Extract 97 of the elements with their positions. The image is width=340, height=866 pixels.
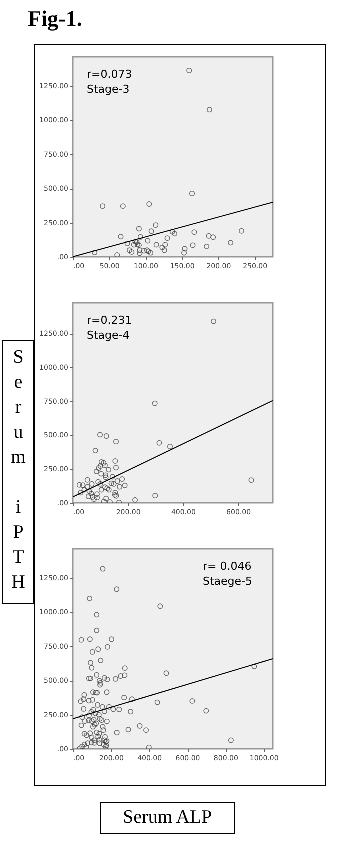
point (192, 230, 198, 236)
point (182, 250, 188, 256)
point (131, 242, 137, 248)
point (106, 467, 112, 473)
point (138, 234, 144, 240)
point (104, 434, 110, 440)
point (132, 497, 138, 503)
point (162, 248, 168, 254)
point (86, 494, 92, 500)
point (86, 488, 92, 494)
point (80, 482, 86, 488)
annotation: r=0.231 (87, 314, 132, 327)
point (211, 318, 217, 324)
point (91, 496, 97, 502)
annotation: Staege-5 (203, 575, 253, 588)
point (160, 244, 166, 250)
point (102, 484, 108, 490)
annotation: r=0.073 (87, 68, 132, 81)
point (88, 491, 94, 497)
point (145, 238, 151, 244)
point (102, 462, 108, 468)
point (117, 484, 123, 490)
point (168, 444, 173, 450)
point (206, 233, 212, 239)
point (98, 432, 104, 438)
point (98, 487, 104, 493)
annotation: Stage-4 (87, 329, 130, 342)
annotation: Stage-3 (87, 83, 130, 96)
point (103, 472, 109, 478)
point (153, 222, 159, 228)
point (111, 481, 117, 487)
point (94, 492, 100, 498)
point (104, 496, 110, 502)
point (118, 234, 124, 240)
point (98, 464, 104, 469)
point (84, 477, 90, 483)
point (96, 479, 102, 485)
point (137, 250, 143, 256)
point (114, 439, 119, 445)
point (114, 465, 119, 471)
point (98, 471, 104, 477)
point (148, 250, 154, 256)
point (154, 242, 160, 248)
point (92, 250, 98, 256)
point (110, 474, 116, 480)
point (76, 482, 82, 488)
point (120, 476, 126, 482)
point (152, 400, 158, 406)
point (126, 248, 132, 254)
point (78, 490, 84, 496)
point (248, 478, 254, 484)
point (136, 226, 142, 232)
y-axis-title: Serum iPTH (2, 340, 34, 604)
point (156, 440, 162, 446)
point (204, 244, 210, 250)
point (114, 478, 120, 484)
point (137, 248, 143, 254)
annotation: r= 0.046 (203, 560, 252, 573)
point (170, 229, 176, 235)
point (120, 204, 126, 210)
point (84, 484, 90, 490)
point (210, 234, 216, 240)
point (129, 249, 135, 255)
chart-title: Fig-1. (27, 5, 84, 33)
point (101, 460, 107, 466)
point (82, 487, 88, 493)
point (94, 468, 100, 474)
point (98, 481, 104, 487)
point (190, 242, 196, 248)
point (112, 490, 118, 496)
point (206, 107, 212, 113)
point (146, 202, 152, 207)
point (122, 482, 128, 488)
point (124, 240, 130, 246)
point (108, 480, 114, 486)
point (112, 458, 118, 464)
x-axis-title: Serum ALP (100, 802, 236, 834)
point (182, 246, 188, 252)
point (100, 204, 106, 210)
point (238, 228, 244, 234)
point (228, 240, 234, 246)
point (89, 481, 95, 487)
point (98, 459, 104, 465)
point (94, 495, 100, 501)
point (142, 248, 148, 254)
point (186, 68, 192, 74)
point (96, 466, 102, 472)
point (190, 190, 196, 196)
point (114, 252, 120, 257)
point (148, 228, 154, 234)
point (103, 474, 109, 480)
point (172, 231, 178, 237)
point (92, 448, 98, 454)
point (90, 494, 96, 500)
point (164, 236, 170, 242)
point (152, 493, 158, 499)
point (162, 242, 168, 248)
